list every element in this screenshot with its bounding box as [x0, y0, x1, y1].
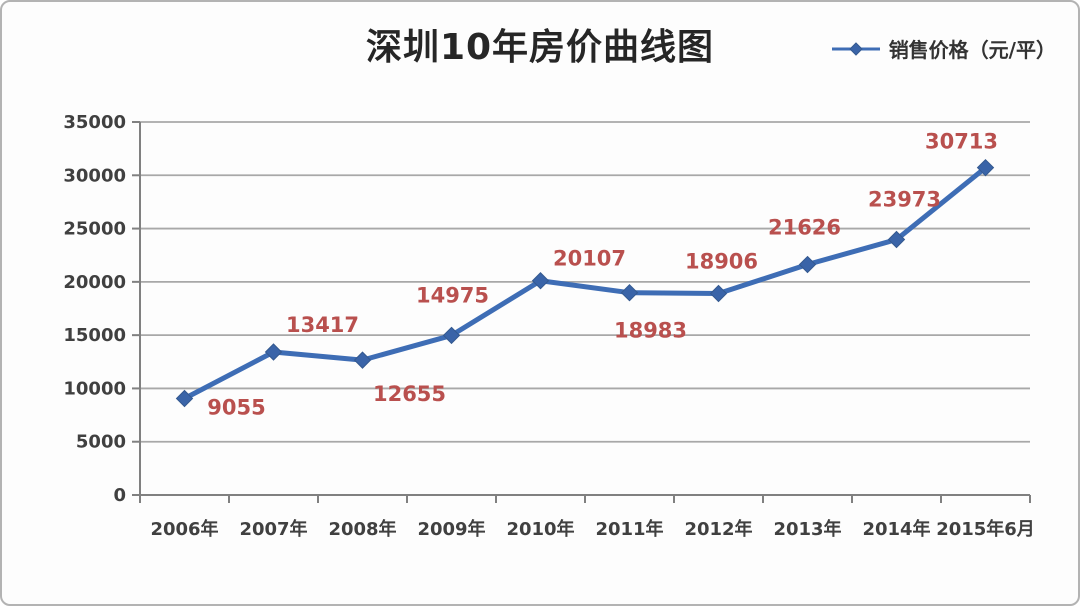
data-point-label: 14975: [416, 283, 489, 307]
x-axis-category-label: 2010年: [506, 518, 574, 540]
y-axis-tick-label: 20000: [63, 272, 126, 293]
data-point-label: 13417: [286, 313, 359, 337]
data-point-marker: [798, 255, 817, 274]
data-point-label: 18983: [614, 319, 687, 343]
legend-series-label: 销售价格（元/平）: [888, 38, 1056, 62]
data-point-marker: [976, 158, 995, 177]
legend-line-diamond-icon: [831, 41, 880, 56]
data-point-marker: [887, 230, 906, 249]
data-point-label: 12655: [373, 382, 446, 406]
y-axis-tick-label: 35000: [63, 112, 126, 133]
x-axis-category-label: 2015年6月: [936, 518, 1035, 540]
data-point-marker: [175, 389, 194, 408]
y-axis-tick-label: 15000: [63, 325, 126, 346]
data-point-label: 30713: [925, 130, 998, 154]
x-axis-category-label: 2009年: [417, 518, 485, 540]
y-axis-tick-label: 0: [113, 485, 126, 506]
y-axis-tick-label: 30000: [63, 165, 126, 186]
x-axis-category-label: 2006年: [150, 518, 218, 540]
x-axis-category-label: 2013年: [773, 518, 841, 540]
y-axis-tick-label: 10000: [63, 378, 126, 399]
data-point-label: 9055: [207, 395, 265, 419]
x-axis-category-label: 2014年: [862, 518, 930, 540]
price-series-line: [182, 165, 988, 401]
data-point-marker: [353, 351, 372, 369]
chart-title: 深圳10年房价曲线图: [365, 27, 715, 68]
data-point-marker: [531, 272, 550, 290]
data-point-label: 21626: [768, 216, 841, 240]
x-axis-category-label: 2007年: [239, 518, 307, 540]
data-point-marker: [442, 326, 461, 345]
legend: 销售价格（元/平）: [831, 34, 1056, 63]
data-point-label: 23973: [868, 188, 941, 212]
x-axis-category-label: 2012年: [684, 518, 752, 540]
data-point-label: 20107: [553, 247, 626, 271]
y-axis-tick-label: 25000: [63, 219, 126, 240]
data-point-marker: [620, 283, 639, 302]
x-axis-category-label: 2011年: [595, 518, 663, 540]
x-axis-category-label: 2008年: [328, 518, 396, 540]
data-point-marker: [709, 284, 728, 303]
data-point-label: 18906: [685, 250, 758, 274]
data-point-marker: [264, 343, 283, 361]
y-axis-tick-label: 5000: [76, 432, 126, 453]
